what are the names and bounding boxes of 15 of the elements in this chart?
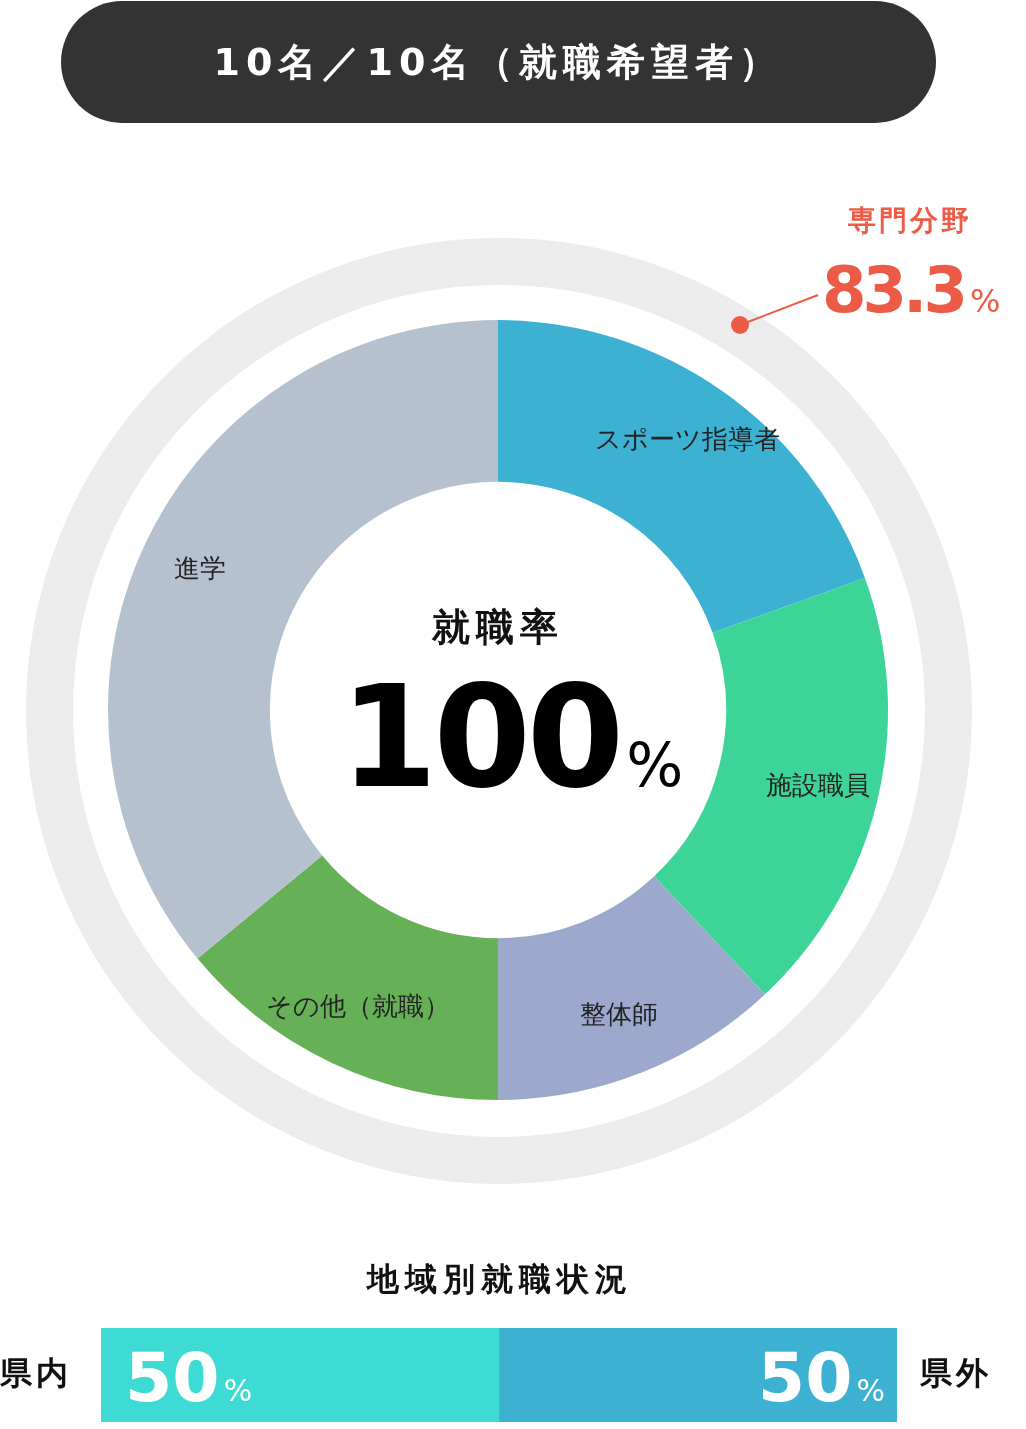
text: 83.3% [822, 253, 1001, 327]
chart-title: 10名／10名（就職希望者） [61, 1, 936, 123]
data-label: 50% [757, 1338, 886, 1417]
text: 100% [340, 656, 684, 819]
slice-label: 施設職員 [765, 769, 870, 800]
chart-title: 地域別就職状況 [365, 1259, 634, 1300]
slice-label: 整体師 [580, 998, 659, 1029]
slice-label: スポーツ指導者 [594, 423, 780, 454]
data-label: 50% [125, 1338, 253, 1417]
text: 専門分野 [847, 203, 973, 239]
series-label: 県外 [920, 1353, 992, 1394]
slice-label: その他（就職） [265, 990, 450, 1021]
series-label: 県内 [0, 1353, 72, 1394]
text: 就職率 [431, 604, 565, 651]
slice-label: 進学 [174, 552, 227, 583]
